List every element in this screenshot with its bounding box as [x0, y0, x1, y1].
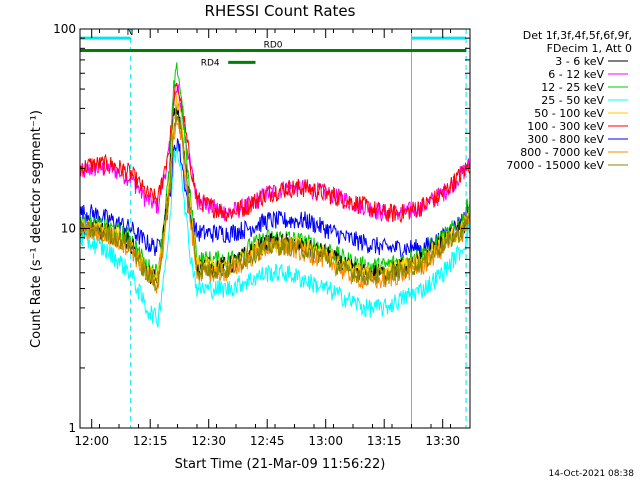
state-bar-label: RD4 [201, 58, 220, 68]
series-line-2 [79, 138, 471, 259]
x-axis-label: Start Time (21-Mar-09 11:56:22) [175, 457, 386, 472]
legend-label: 12 - 25 keV [541, 81, 604, 94]
legend-header: Det 1f,3f,4f,5f,6f,9f, [523, 29, 632, 42]
series-line-1 [79, 82, 471, 224]
legend-header: FDecim 1, Att 0 [547, 42, 632, 55]
x-tick-label: 13:30 [425, 434, 460, 448]
y-tick-label: 10 [61, 222, 76, 236]
x-tick-label: 12:45 [250, 434, 285, 448]
chart-title: RHESSI Count Rates [205, 2, 356, 20]
series-line-7 [79, 111, 471, 292]
x-tick-label: 12:00 [74, 434, 109, 448]
legend-label: 7000 - 15000 keV [506, 159, 604, 172]
legend-label: 6 - 12 keV [548, 68, 604, 81]
x-tick-label: 12:30 [191, 434, 226, 448]
y-axis-label: Count Rate (s⁻¹ detector segment⁻¹) [29, 110, 44, 348]
state-bar-label: RD0 [264, 41, 283, 51]
legend-label: 300 - 800 keV [527, 133, 604, 146]
legend-label: 100 - 300 keV [527, 120, 604, 133]
timestamp: 14-Oct-2021 08:38 [549, 469, 635, 479]
legend-label: 3 - 6 keV [555, 55, 604, 68]
axes: 1 10 100 12:00 12:15 12:30 12:45 13:00 13:15 13:3… [53, 22, 471, 448]
x-tick-label: 12:15 [133, 434, 168, 448]
plot-area: N RD0 RD4 [79, 28, 471, 428]
x-tick-label: 13:00 [308, 434, 343, 448]
x-tick-label: 13:15 [367, 434, 402, 448]
series-line-8 [79, 147, 471, 328]
state-bar-label: N [127, 28, 134, 38]
legend: Det 1f,3f,4f,5f,6f,9f,FDecim 1, Att 03 -… [506, 29, 632, 172]
legend-label: 25 - 50 keV [541, 94, 604, 107]
y-tick-label: 1 [68, 421, 76, 435]
legend-label: 800 - 7000 keV [520, 146, 604, 159]
y-tick-label: 100 [53, 22, 76, 36]
legend-label: 50 - 100 keV [534, 107, 604, 120]
